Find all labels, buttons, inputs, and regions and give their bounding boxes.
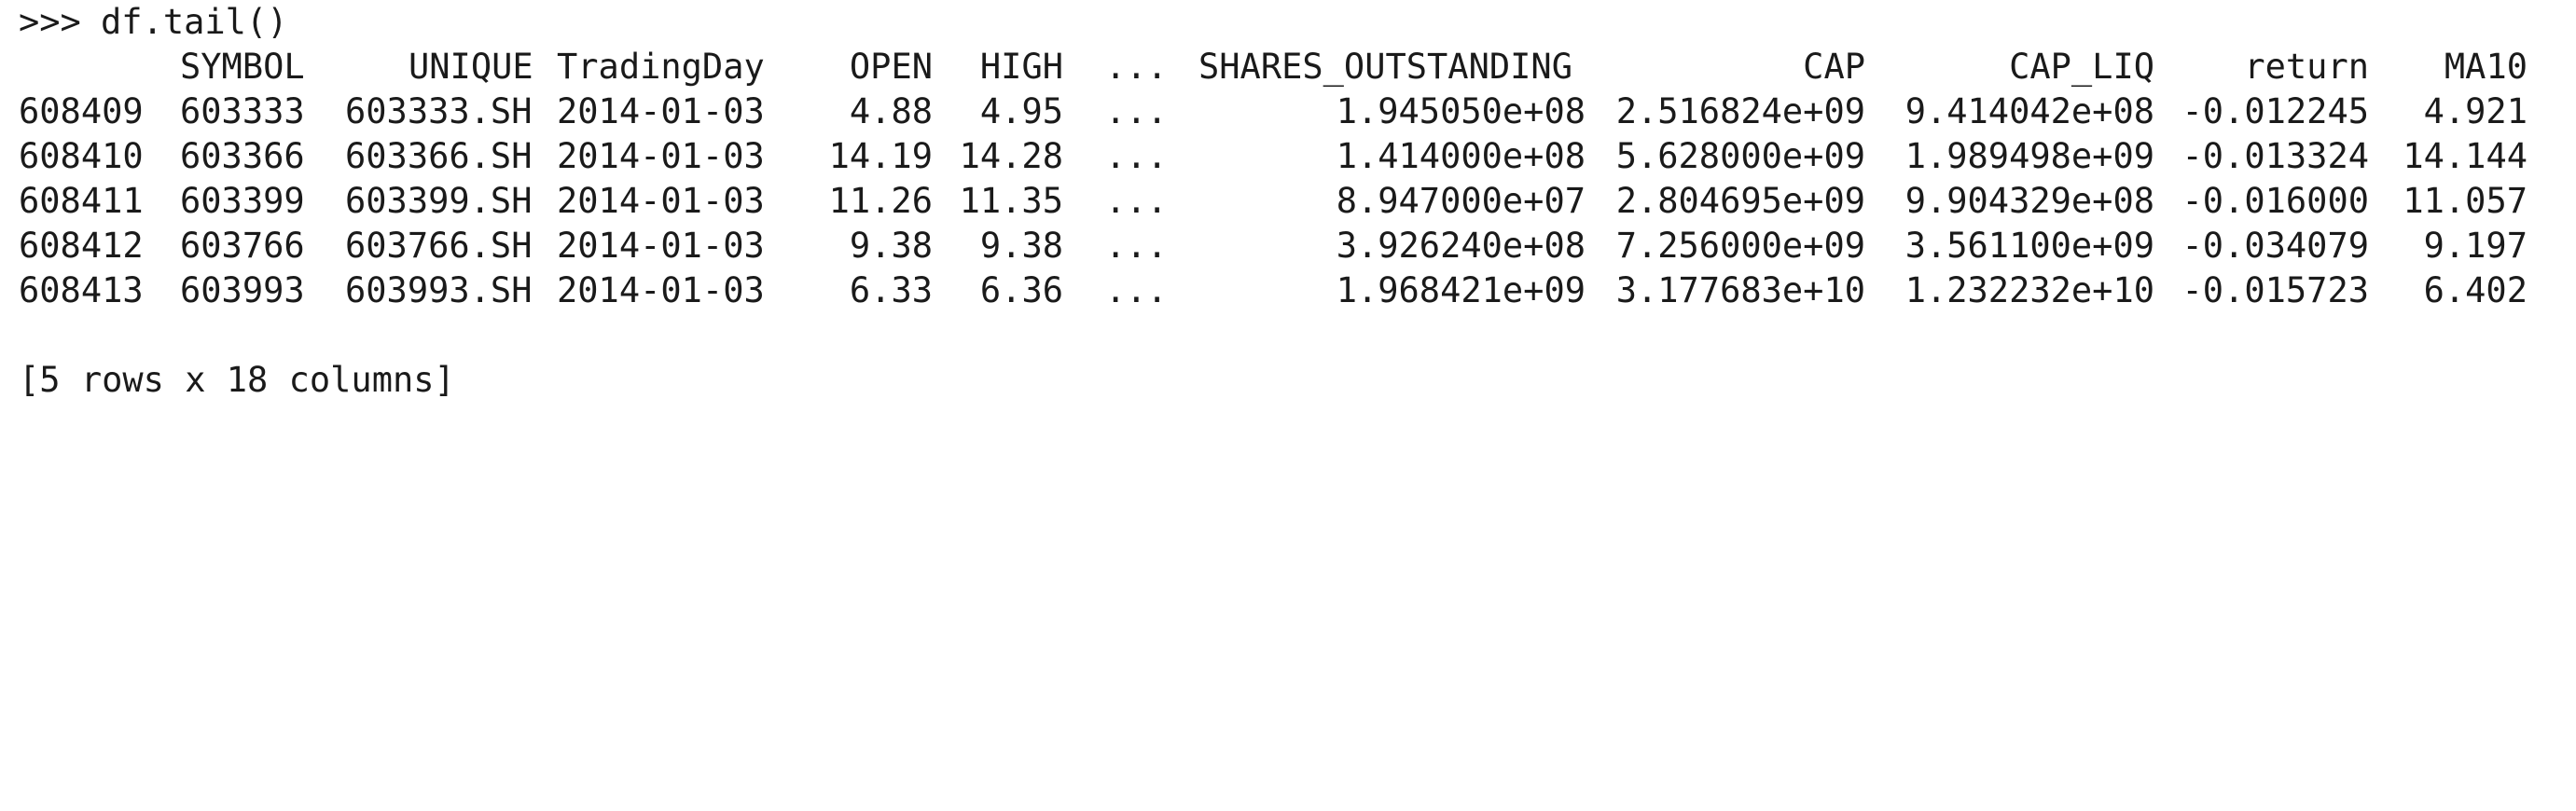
cell-tradingday: 2014-01-03 <box>557 136 765 176</box>
column-header-return: return <box>2244 47 2369 87</box>
cell-high: 6.36 <box>979 270 1063 310</box>
cell-cap-liq: 1.989498e+09 <box>1904 136 2154 176</box>
table-row: 608411 603399 603399.SH 2014-01-03 11.26… <box>19 179 2528 224</box>
cell-cap: 7.256000e+09 <box>1615 226 1865 266</box>
cell-tradingday: 2014-01-03 <box>557 270 765 310</box>
cell-shares-outstanding: 8.947000e+07 <box>1336 181 1586 221</box>
cell-open: 14.19 <box>828 136 933 176</box>
cell-return: -0.012245 <box>2181 91 2369 131</box>
cell-symbol: 603993 <box>180 270 305 310</box>
cell-open: 9.38 <box>849 226 933 266</box>
cell-high: 9.38 <box>979 226 1063 266</box>
column-header-unique: UNIQUE <box>409 47 533 87</box>
column-header-symbol: SYMBOL <box>180 47 305 87</box>
cell-cap-liq: 3.561100e+09 <box>1904 226 2154 266</box>
cell-open: 6.33 <box>849 270 933 310</box>
cell-shares-outstanding: 1.945050e+08 <box>1336 91 1586 131</box>
prompt-line: >>> df.tail() <box>19 0 287 45</box>
cell-ellipsis: ... <box>1105 270 1168 310</box>
cell-tradingday: 2014-01-03 <box>557 91 765 131</box>
row-index: 608413 <box>19 270 144 310</box>
row-index: 608411 <box>19 181 144 221</box>
dataframe-shape-summary: [5 rows x 18 columns] <box>19 360 455 400</box>
cell-ma10: 6.402 <box>2423 270 2528 310</box>
cell-ma10: 14.144 <box>2403 136 2528 176</box>
table-row: 608410 603366 603366.SH 2014-01-03 14.19… <box>19 134 2528 179</box>
cell-symbol: 603399 <box>180 181 305 221</box>
cell-symbol: 603766 <box>180 226 305 266</box>
cell-open: 11.26 <box>828 181 933 221</box>
cell-symbol: 603366 <box>180 136 305 176</box>
cell-tradingday: 2014-01-03 <box>557 226 765 266</box>
cell-cap: 2.516824e+09 <box>1615 91 1865 131</box>
cell-cap: 3.177683e+10 <box>1615 270 1865 310</box>
cell-cap-liq: 9.414042e+08 <box>1904 91 2154 131</box>
column-header-shares-outstanding: SHARES_OUTSTANDING <box>1198 47 1572 87</box>
column-header-cap-liq: CAP_LIQ <box>2009 47 2154 87</box>
cell-shares-outstanding: 1.414000e+08 <box>1336 136 1586 176</box>
cell-unique: 603399.SH <box>345 181 533 221</box>
cell-cap-liq: 1.232232e+10 <box>1904 270 2154 310</box>
cell-ma10: 4.921 <box>2423 91 2528 131</box>
cell-high: 4.95 <box>979 91 1063 131</box>
cell-tradingday: 2014-01-03 <box>557 181 765 221</box>
cell-ellipsis: ... <box>1105 136 1168 176</box>
table-row: 608413 603993 603993.SH 2014-01-03 6.33 … <box>19 268 2528 313</box>
cell-ellipsis: ... <box>1105 181 1168 221</box>
cell-shares-outstanding: 1.968421e+09 <box>1336 270 1586 310</box>
row-index: 608409 <box>19 91 144 131</box>
column-header-ma10: MA10 <box>2444 47 2528 87</box>
python-console-output: >>> df.tail() SYMBOL UNIQUE TradingDay O… <box>19 0 2555 406</box>
cell-ellipsis: ... <box>1105 91 1168 131</box>
cell-unique: 603993.SH <box>345 270 533 310</box>
cell-unique: 603366.SH <box>345 136 533 176</box>
column-header-open: OPEN <box>849 47 933 87</box>
cell-shares-outstanding: 3.926240e+08 <box>1336 226 1586 266</box>
cell-unique: 603766.SH <box>345 226 533 266</box>
table-row: 608412 603766 603766.SH 2014-01-03 9.38 … <box>19 224 2528 268</box>
column-header-tradingday: TradingDay <box>557 47 765 87</box>
table-row: 608409 603333 603333.SH 2014-01-03 4.88 … <box>19 89 2528 134</box>
row-index: 608412 <box>19 226 144 266</box>
cell-open: 4.88 <box>849 91 933 131</box>
column-header-cap: CAP <box>1803 47 1865 87</box>
cell-symbol: 603333 <box>180 91 305 131</box>
column-header-ellipsis: ... <box>1105 47 1168 87</box>
cell-cap-liq: 9.904329e+08 <box>1904 181 2154 221</box>
cell-ma10: 9.197 <box>2423 226 2528 266</box>
cell-ellipsis: ... <box>1105 226 1168 266</box>
column-header-high: HIGH <box>979 47 1063 87</box>
command-text: df.tail() <box>101 2 288 42</box>
cell-return: -0.034079 <box>2181 226 2369 266</box>
cell-high: 11.35 <box>959 181 1063 221</box>
cell-return: -0.016000 <box>2181 181 2369 221</box>
cell-return: -0.015723 <box>2181 270 2369 310</box>
row-index: 608410 <box>19 136 144 176</box>
prompt-symbol: >>> <box>19 2 81 42</box>
cell-cap: 5.628000e+09 <box>1615 136 1865 176</box>
cell-high: 14.28 <box>959 136 1063 176</box>
table-header-row: SYMBOL UNIQUE TradingDay OPEN HIGH ... S… <box>19 45 2528 89</box>
cell-unique: 603333.SH <box>345 91 533 131</box>
cell-cap: 2.804695e+09 <box>1615 181 1865 221</box>
cell-return: -0.013324 <box>2181 136 2369 176</box>
summary-line: [5 rows x 18 columns] <box>19 358 455 403</box>
cell-ma10: 11.057 <box>2403 181 2528 221</box>
